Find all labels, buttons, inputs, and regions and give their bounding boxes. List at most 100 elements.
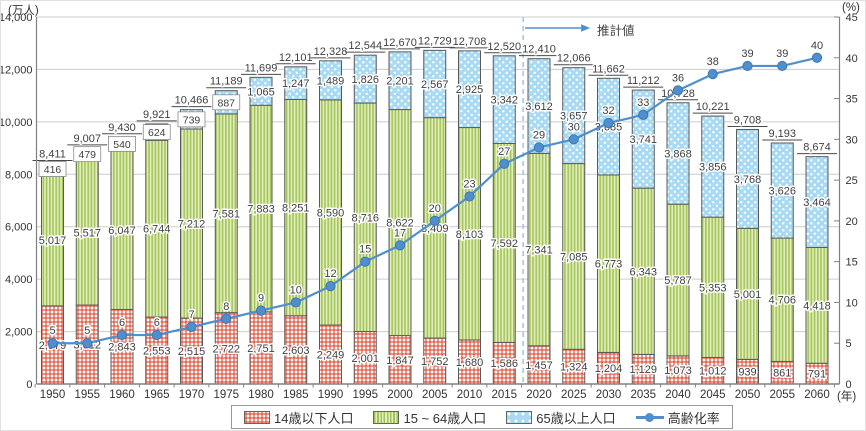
aging-rate-marker [707,68,718,80]
year-label: 2025 [561,389,587,401]
bar-segment-senior [423,49,447,119]
bar-segment-senior [492,55,516,144]
year-label: 2020 [526,389,552,401]
under14-value-label: 1,204 [595,363,623,375]
senior-value-label: 1,065 [247,86,275,98]
right-axis-tick-label: 30 [846,134,858,146]
bar-total-label: 8,674 [803,142,831,154]
working-age-value-label: 7,341 [525,245,553,257]
left-axis-tick-label: 2,000 [5,327,33,339]
senior-value-label: 887 [217,97,235,109]
senior-value-label-box [38,161,67,177]
aging-rate-value-label: 5 [84,325,90,337]
right-axis-tick-label: 5 [846,338,852,350]
working-age-value-label: 7,581 [212,208,240,220]
aging-rate-marker [116,329,128,341]
working-age-value-label: 7,212 [178,219,206,231]
under14-value-label: 1,680 [456,357,484,369]
working-age-value-label: 5,353 [699,282,727,294]
working-age-value-label: 4,706 [768,295,796,307]
blue-dots-icon [506,410,533,424]
year-label: 1955 [74,389,100,401]
bar-segment-senior [388,51,412,111]
under14-value-label: 2,843 [108,342,136,354]
left-axis-tick-label: 8,000 [5,169,33,181]
bar-total-label: 12,410 [522,44,556,56]
senior-value-label: 3,768 [734,174,762,186]
legend-item-under14: 14歳以下人口 [244,408,353,427]
aging-rate-value-label: 36 [672,72,684,84]
senior-value-label: 3,612 [525,101,553,113]
under14-value-label: 2,515 [178,346,206,358]
bar-total-label: 8,411 [39,149,66,161]
bar-segment-senior [631,89,655,189]
aging-rate-marker [255,305,267,316]
working-age-value-label: 6,773 [595,259,623,271]
working-age-value-label: 8,103 [456,229,484,241]
senior-value-label: 2,925 [456,84,484,96]
senior-value-label-box [142,124,171,141]
aging-rate-value-label: 6 [154,317,160,329]
under14-value-label: 2,722 [212,343,240,355]
aging-rate-marker [672,85,684,96]
bar-total-label: 9,921 [143,109,171,121]
right-axis-unit-label: (%) [842,2,860,14]
aging-rate-value-label: 5 [49,325,55,337]
aging-rate-value-label: 15 [359,244,371,256]
year-label: 2045 [700,389,726,401]
aging-rate-value-label: 9 [258,293,264,305]
under14-value-label: 2,553 [143,346,171,358]
year-label: 1970 [179,389,205,401]
aging-rate-marker [603,117,614,129]
senior-value-label: 739 [183,114,201,126]
senior-value-label: 1,826 [351,74,379,86]
under14-value-label: 1,073 [664,365,692,377]
year-label: 2060 [804,389,830,401]
legend-label-aging-rate: 高齢化率 [667,410,720,426]
aging-rate-value-label: 39 [776,48,788,60]
senior-value-label: 3,342 [490,95,518,107]
senior-value-label-box [177,111,206,128]
under14-value-label: 2,751 [247,343,275,355]
bar-total-label: 11,189 [210,76,243,88]
aging-rate-marker [429,215,440,226]
legend-label-working-age: 15 ~ 64歳人口 [403,410,487,426]
bar-total-label: 9,430 [108,122,136,134]
aging-rate-marker [186,321,197,333]
year-label: 2040 [665,389,691,401]
senior-value-label-box [73,146,102,163]
under14-value-label: 1,847 [386,355,414,367]
year-label: 2055 [769,389,795,401]
left-axis-tick-label: 14,000 [1,12,33,24]
bar-total-label: 12,328 [314,46,348,58]
aging-rate-marker [777,60,788,72]
right-axis-tick-label: 20 [846,216,858,228]
year-label: 1995 [352,389,378,401]
senior-value-label: 624 [148,127,166,139]
under14-value-label: 791 [808,369,826,381]
working-age-value-label: 8,622 [386,218,414,230]
senior-value-label: 3,856 [699,162,727,174]
aging-rate-value-label: 40 [811,40,823,52]
senior-value-label: 3,741 [629,134,657,146]
bar-segment-senior [527,58,551,154]
senior-value-label: 3,464 [803,197,831,209]
year-label: 1950 [40,389,66,401]
under14-value-label: 1,752 [421,356,449,368]
left-axis-tick-label: 12,000 [1,64,33,76]
right-axis-tick-label: 0 [846,379,852,391]
working-age-value-label: 8,590 [317,207,345,219]
left-axis-tick-label: 0 [26,379,32,391]
aging-rate-marker [151,329,162,341]
legend-item-aging-rate: 高齢化率 [635,408,720,427]
bar-segment-senior [770,142,794,239]
aging-rate-marker [742,60,753,72]
aging-rate-value-label: 29 [533,129,545,141]
year-label: 2010 [457,389,483,401]
senior-value-label-box [212,94,241,111]
bar-total-label: 10,466 [175,95,209,107]
aging-rate-marker [811,52,823,63]
projection-annotation-label: 推計値 [597,24,635,38]
bar-total-label: 12,101 [279,52,313,64]
